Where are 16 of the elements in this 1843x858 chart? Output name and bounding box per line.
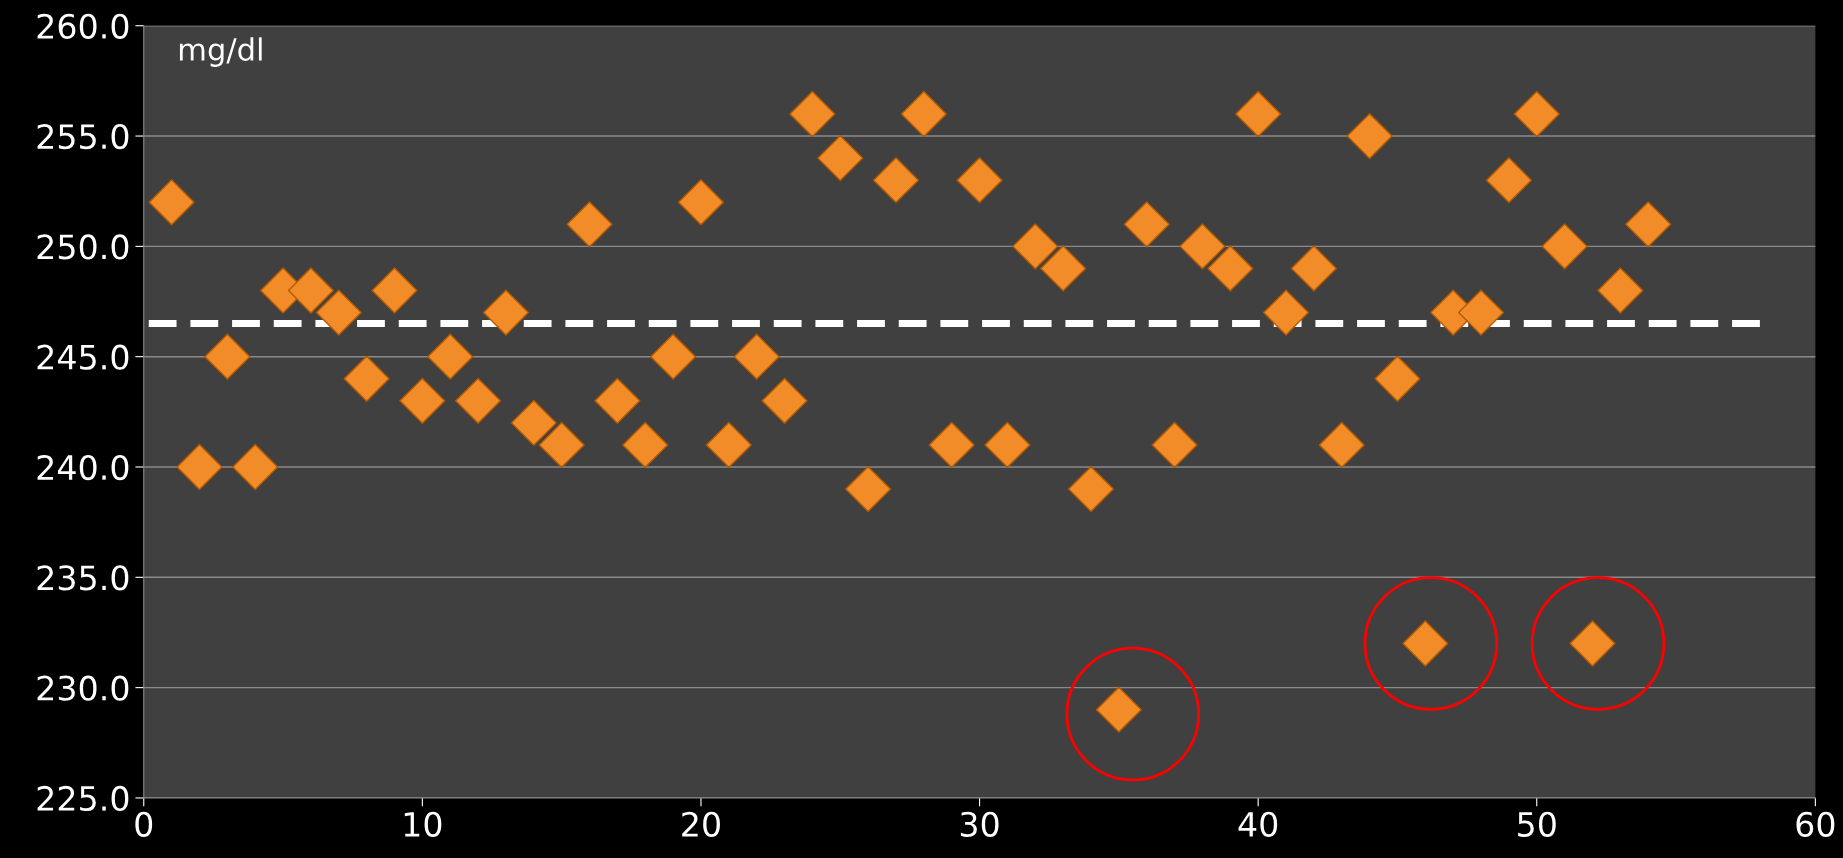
x-tick-label: 50	[1518, 811, 1556, 837]
y-tick-label: 255.0	[37, 123, 129, 150]
x-tick-label: 0	[135, 811, 153, 837]
x-tick-label: 20	[682, 811, 720, 837]
y-tick-label: 245.0	[37, 344, 129, 370]
y-tick-label: 235.0	[37, 565, 129, 591]
x-tick-label: 30	[960, 811, 999, 837]
y-tick-label: 230.0	[37, 675, 129, 701]
y-tick-label: 240.0	[37, 454, 129, 481]
y-tick-label: 260.0	[37, 13, 129, 39]
y-tick-label: 250.0	[37, 234, 129, 260]
x-tick-label: 40	[1238, 811, 1278, 837]
y-axis-title: mg/dl	[179, 37, 262, 67]
x-tick-label: 10	[404, 811, 442, 837]
x-tick-label: 60	[1796, 811, 1835, 837]
y-tick-label: 225.0	[37, 785, 129, 812]
